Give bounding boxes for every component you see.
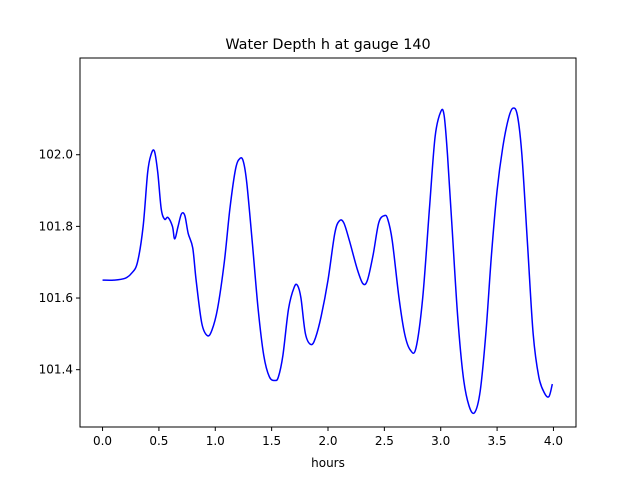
x-tick-label: 0.0 — [93, 434, 112, 448]
x-tick-label: 3.5 — [488, 434, 507, 448]
x-tick-label: 2.5 — [375, 434, 394, 448]
y-tick-label: 101.8 — [39, 219, 73, 233]
x-tick-label: 3.0 — [431, 434, 450, 448]
x-tick-label: 2.0 — [318, 434, 337, 448]
plot-background — [80, 58, 576, 427]
plot-frame — [79, 57, 577, 428]
x-axis-label: hours — [311, 456, 345, 470]
series-line — [102, 107, 554, 415]
y-tick-label: 101.6 — [39, 291, 73, 305]
ticks-layer: 0.0 0.5 1.0 1.5 2.0 2.5 3.0 3.5 4.0 101.4 101.6 101… — [39, 148, 563, 448]
x-tick-label: 1.0 — [206, 434, 225, 448]
chart-title: Water Depth h at gauge 140 — [225, 37, 430, 53]
series-layer — [102, 107, 554, 415]
x-tick-label: 0.5 — [149, 434, 168, 448]
x-tick-label: 4.0 — [544, 434, 563, 448]
y-tick-label: 101.4 — [39, 363, 73, 377]
x-tick-label: 1.5 — [262, 434, 281, 448]
plot-area: 0.0 0.5 1.0 1.5 2.0 2.5 3.0 3.5 4.0 101.4 101.6 101… — [39, 57, 577, 448]
y-tick-label: 102.0 — [39, 148, 73, 162]
